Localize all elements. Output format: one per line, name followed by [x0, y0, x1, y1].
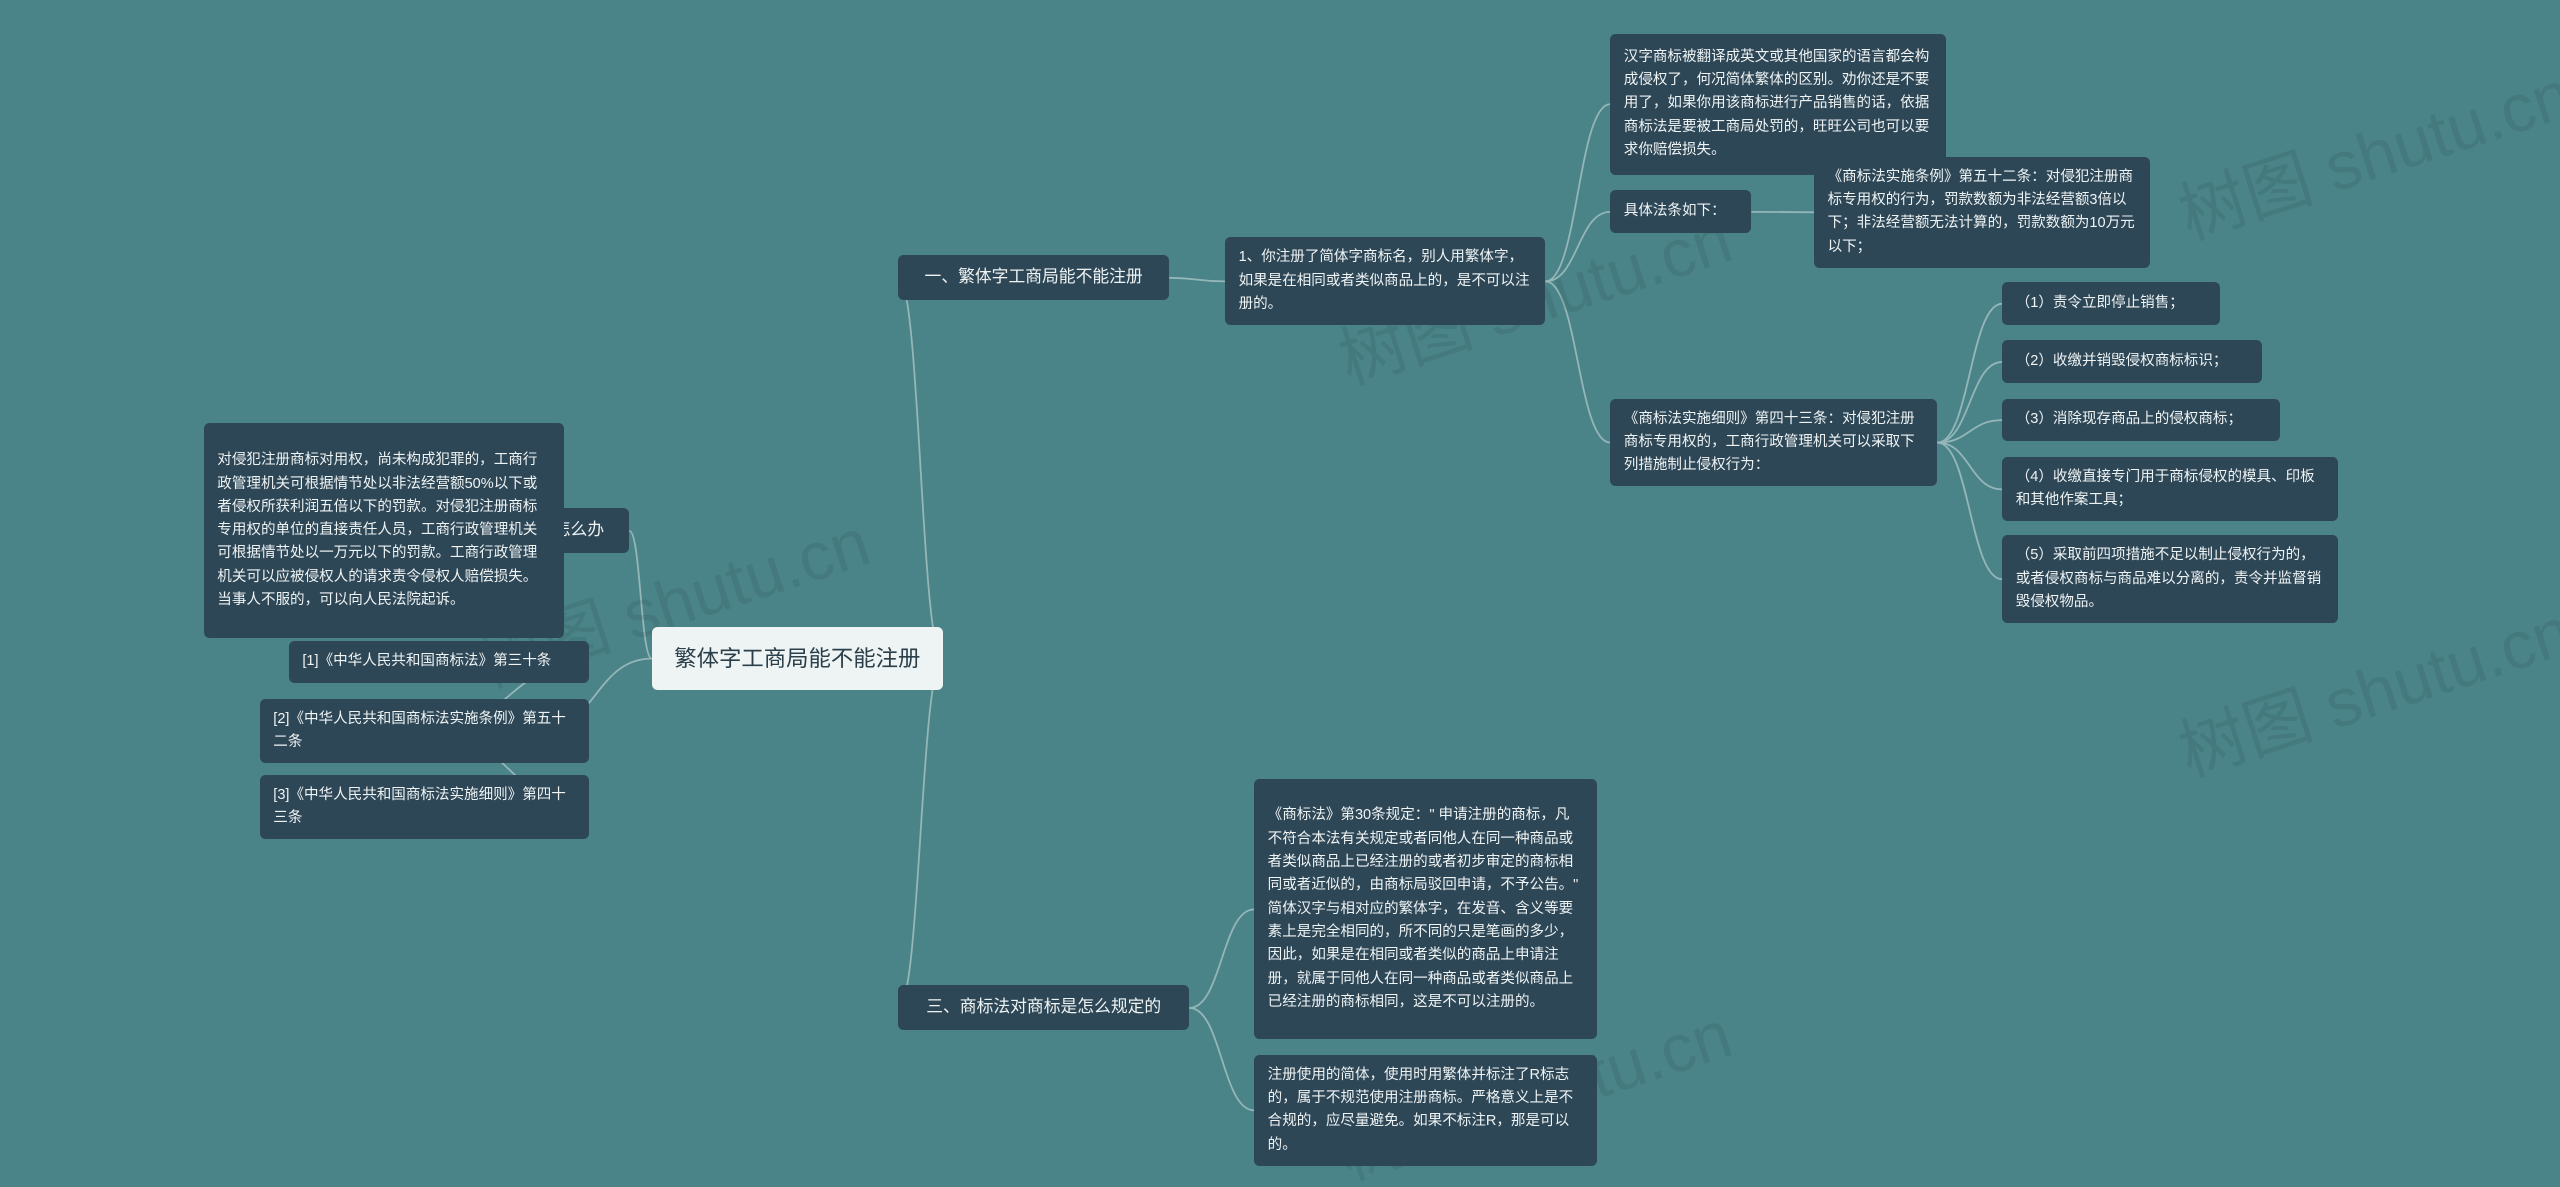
node-b1_1_b[interactable]: 具体法条如下：	[1610, 190, 1751, 233]
connector	[1545, 212, 1610, 282]
node-root[interactable]: 繁体字工商局能不能注册	[652, 627, 943, 690]
connector	[898, 659, 943, 1008]
watermark: 树图 shutu.cn	[2165, 40, 2560, 258]
connector	[1937, 420, 2002, 443]
mindmap-canvas: 树图 shutu.cn树图 shutu.cn树图 shutu.cn树图 shut…	[0, 0, 2560, 1187]
node-m5[interactable]: （5）采取前四项措施不足以制止侵权行为的，或者侵权商标与商品难以分离的，责令并监…	[2002, 535, 2338, 623]
node-b4_1[interactable]: 《商标法》第30条规定：" 申请注册的商标，凡不符合本法有关规定或者同他人在同一…	[1254, 779, 1597, 1039]
node-m3[interactable]: （3）消除现存商品上的侵权商标；	[2002, 399, 2280, 442]
connector	[1189, 1008, 1254, 1110]
connector	[1545, 104, 1610, 281]
connector	[1169, 278, 1225, 282]
node-b3_2[interactable]: [2]《中华人民共和国商标法实施条例》第五十二条	[260, 699, 589, 764]
node-b4[interactable]: 三、商标法对商标是怎么规定的	[898, 985, 1189, 1030]
connector	[629, 531, 651, 659]
node-law52[interactable]: 《商标法实施条例》第五十二条：对侵犯注册商标专用权的行为，罚款数额为非法经营额3…	[1814, 157, 2150, 268]
node-b1[interactable]: 一、繁体字工商局能不能注册	[898, 255, 1169, 300]
connector	[1937, 362, 2002, 443]
node-m1[interactable]: （1）责令立即停止销售；	[2002, 282, 2219, 325]
connector	[898, 278, 943, 659]
node-b1_1_a[interactable]: 汉字商标被翻译成英文或其他国家的语言都会构成侵权了，何况简体繁体的区别。劝你还是…	[1610, 34, 1946, 175]
node-m2[interactable]: （2）收缴并销毁侵权商标标识；	[2002, 340, 2262, 383]
connector	[1937, 304, 2002, 443]
connector	[1937, 443, 2002, 580]
connector	[1545, 281, 1610, 442]
connector	[1189, 909, 1254, 1008]
node-b3_1[interactable]: [1]《中华人民共和国商标法》第三十条	[289, 641, 589, 684]
node-b1_1[interactable]: 1、你注册了简体字商标名，别人用繁体字，如果是在相同或者类似商品上的，是不可以注…	[1225, 237, 1545, 325]
node-b2_1[interactable]: 对侵犯注册商标对用权，尚未构成犯罪的，工商行政管理机关可根据情节处以非法经营额5…	[204, 423, 565, 638]
connector	[1937, 443, 2002, 490]
node-b3_3[interactable]: [3]《中华人民共和国商标法实施细则》第四十三条	[260, 775, 589, 840]
node-b1_1_c[interactable]: 《商标法实施细则》第四十三条：对侵犯注册商标专用权的，工商行政管理机关可以采取下…	[1610, 399, 1937, 487]
node-m4[interactable]: （4）收缴直接专门用于商标侵权的模具、印板和其他作案工具；	[2002, 457, 2338, 522]
node-b4_2[interactable]: 注册使用的简体，使用时用繁体并标注了R标志的，属于不规范使用注册商标。严格意义上…	[1254, 1055, 1597, 1166]
